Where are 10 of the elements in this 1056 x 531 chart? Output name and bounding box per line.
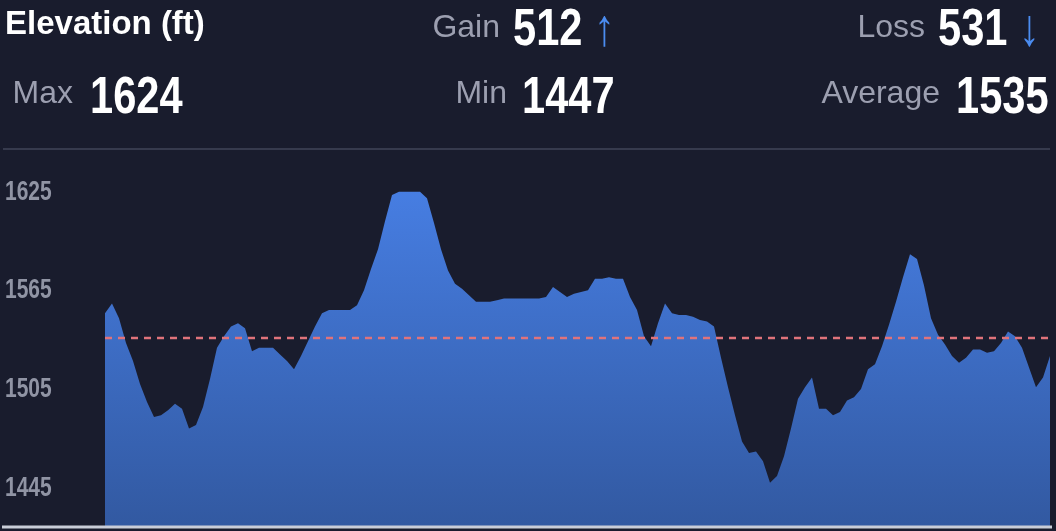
y-tick-label: 1625 (5, 174, 52, 206)
y-tick-label: 1565 (5, 273, 52, 304)
text: Average 1535 (821, 65, 1049, 125)
y-tick-label: 1445 (5, 470, 52, 502)
y-tick-label: 1505 (5, 372, 52, 403)
text: Loss 531 ↓ (857, 0, 1040, 57)
chart-title: Elevation (ft) (5, 4, 205, 41)
text: Min 1447 (455, 65, 615, 125)
text: Max 1624 (12, 65, 183, 125)
text: Gain 512 ↑ (432, 0, 615, 57)
